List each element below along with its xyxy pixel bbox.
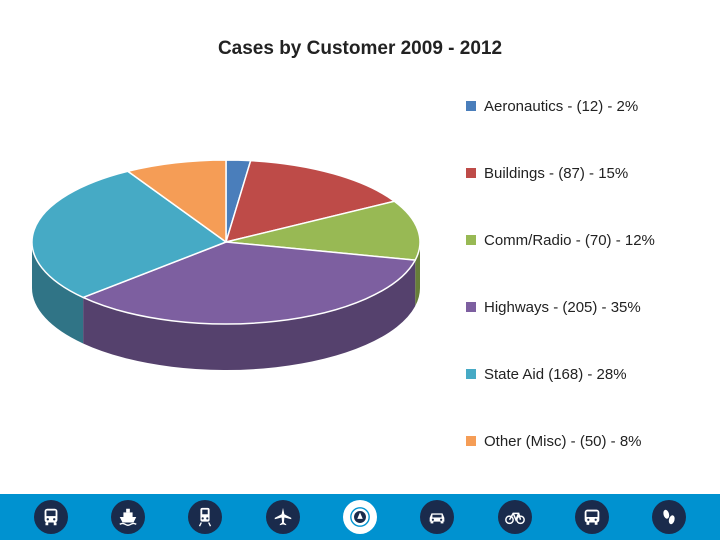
legend-item-state-aid: State Aid (168) - 28% [466,364,627,384]
pie-slice-highways [82,241,416,325]
bicycle-icon [497,500,532,534]
legend-swatch-other-misc [466,436,476,446]
footprints-icon [652,500,687,534]
legend-label-other-misc: Other (Misc) - (50) - 8% [484,432,642,450]
bus-icon [33,500,68,534]
train-icon [188,500,223,534]
legend-label-comm-radio: Comm/Radio - (70) - 12% [484,231,655,249]
legend-item-comm-radio: Comm/Radio - (70) - 12% [466,230,655,250]
legend-label-buildings: Buildings - (87) - 15% [484,164,629,182]
legend-item-other-misc: Other (Misc) - (50) - 8% [466,431,642,451]
ship-icon [110,500,145,534]
legend-label-highways: Highways - (205) - 35% [484,298,641,316]
legend-swatch-comm-radio [466,235,476,245]
footer-bar [0,494,720,540]
pie-side-highways [83,260,416,371]
legend-swatch-buildings [466,168,476,178]
chart-title: Cases by Customer 2009 - 2012 [217,38,503,59]
transit-bus-icon [574,500,609,534]
legend-swatch-highways [466,302,476,312]
legend-swatch-aeronautics [466,101,476,111]
dot-seal-icon [342,500,377,534]
car-icon [420,500,455,534]
pie-chart [31,159,421,371]
pie-slice-buildings [225,159,396,243]
pie-side-state-aid [32,242,84,344]
legend-swatch-state-aid [466,369,476,379]
legend-label-aeronautics: Aeronautics - (12) - 2% [484,97,639,115]
legend-item-buildings: Buildings - (87) - 15% [466,163,628,183]
airplane-icon [265,500,300,534]
legend-item-aeronautics: Aeronautics - (12) - 2% [466,96,638,116]
legend-item-highways: Highways - (205) - 35% [466,297,641,317]
pie-slice-state-aid [31,170,227,299]
pie-slice-comm-radio [225,200,421,261]
legend-label-state-aid: State Aid (168) - 28% [484,365,627,383]
pie-slice-other-misc [127,159,227,243]
